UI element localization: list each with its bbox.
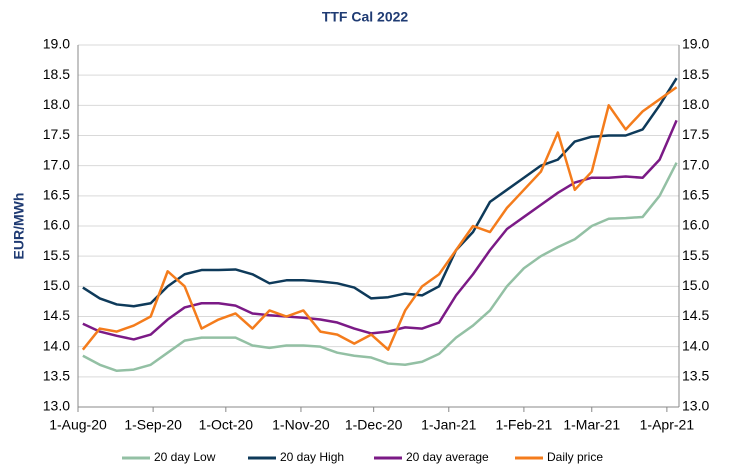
legend-label: 20 day Low xyxy=(154,450,216,464)
y-tick-label: 15.0 xyxy=(43,277,70,293)
y-tick-label: 17.5 xyxy=(43,126,70,142)
x-tick-label: 1-Nov-20 xyxy=(272,417,330,433)
y2-tick-label: 14.5 xyxy=(682,307,709,323)
y2-tick-label: 18.0 xyxy=(682,96,709,112)
y2-tick-label: 15.5 xyxy=(682,247,709,263)
x-tick-label: 1-Mar-21 xyxy=(563,417,620,433)
y-axis-label: EUR/MWh xyxy=(11,193,27,260)
x-tick-label: 1-Oct-20 xyxy=(199,417,254,433)
y-tick-label: 16.0 xyxy=(43,217,70,233)
y2-tick-label: 16.5 xyxy=(682,187,709,203)
y-tick-label: 19.0 xyxy=(43,36,70,52)
y-tick-label: 15.5 xyxy=(43,247,70,263)
legend-label: 20 day High xyxy=(280,450,344,464)
y-tick-label: 17.0 xyxy=(43,156,70,172)
series-line xyxy=(82,77,678,308)
x-tick-label: 1-Jan-21 xyxy=(421,417,476,433)
x-tick-label: 1-Apr-21 xyxy=(640,417,695,433)
y-tick-label: 14.0 xyxy=(43,337,70,353)
y2-tick-label: 13.0 xyxy=(682,398,709,414)
y-tick-label: 13.5 xyxy=(43,368,70,384)
x-tick-label: 1-Sep-20 xyxy=(124,417,182,433)
y-tick-label: 18.5 xyxy=(43,66,70,82)
y-tick-label: 18.0 xyxy=(43,96,70,112)
series-line xyxy=(81,86,678,351)
y2-tick-label: 13.5 xyxy=(682,368,709,384)
series-line xyxy=(82,162,678,373)
x-tick-label: 1-Feb-21 xyxy=(495,417,552,433)
y2-tick-label: 17.0 xyxy=(682,156,709,172)
y2-tick-label: 15.0 xyxy=(682,277,709,293)
legend-label: Daily price xyxy=(547,450,603,464)
y2-tick-label: 18.5 xyxy=(682,66,709,82)
y2-tick-label: 16.0 xyxy=(682,217,709,233)
y-tick-label: 13.0 xyxy=(43,398,70,414)
y2-tick-label: 14.0 xyxy=(682,337,709,353)
y2-tick-label: 17.5 xyxy=(682,126,709,142)
y2-tick-label: 19.0 xyxy=(682,36,709,52)
x-tick-label: 1-Aug-20 xyxy=(49,417,107,433)
x-tick-label: 1-Dec-20 xyxy=(345,417,403,433)
y-tick-label: 14.5 xyxy=(43,307,70,323)
y-tick-label: 16.5 xyxy=(43,187,70,203)
series-line xyxy=(82,119,678,341)
chart-title: TTF Cal 2022 xyxy=(322,9,409,25)
legend-label: 20 day average xyxy=(406,450,489,464)
